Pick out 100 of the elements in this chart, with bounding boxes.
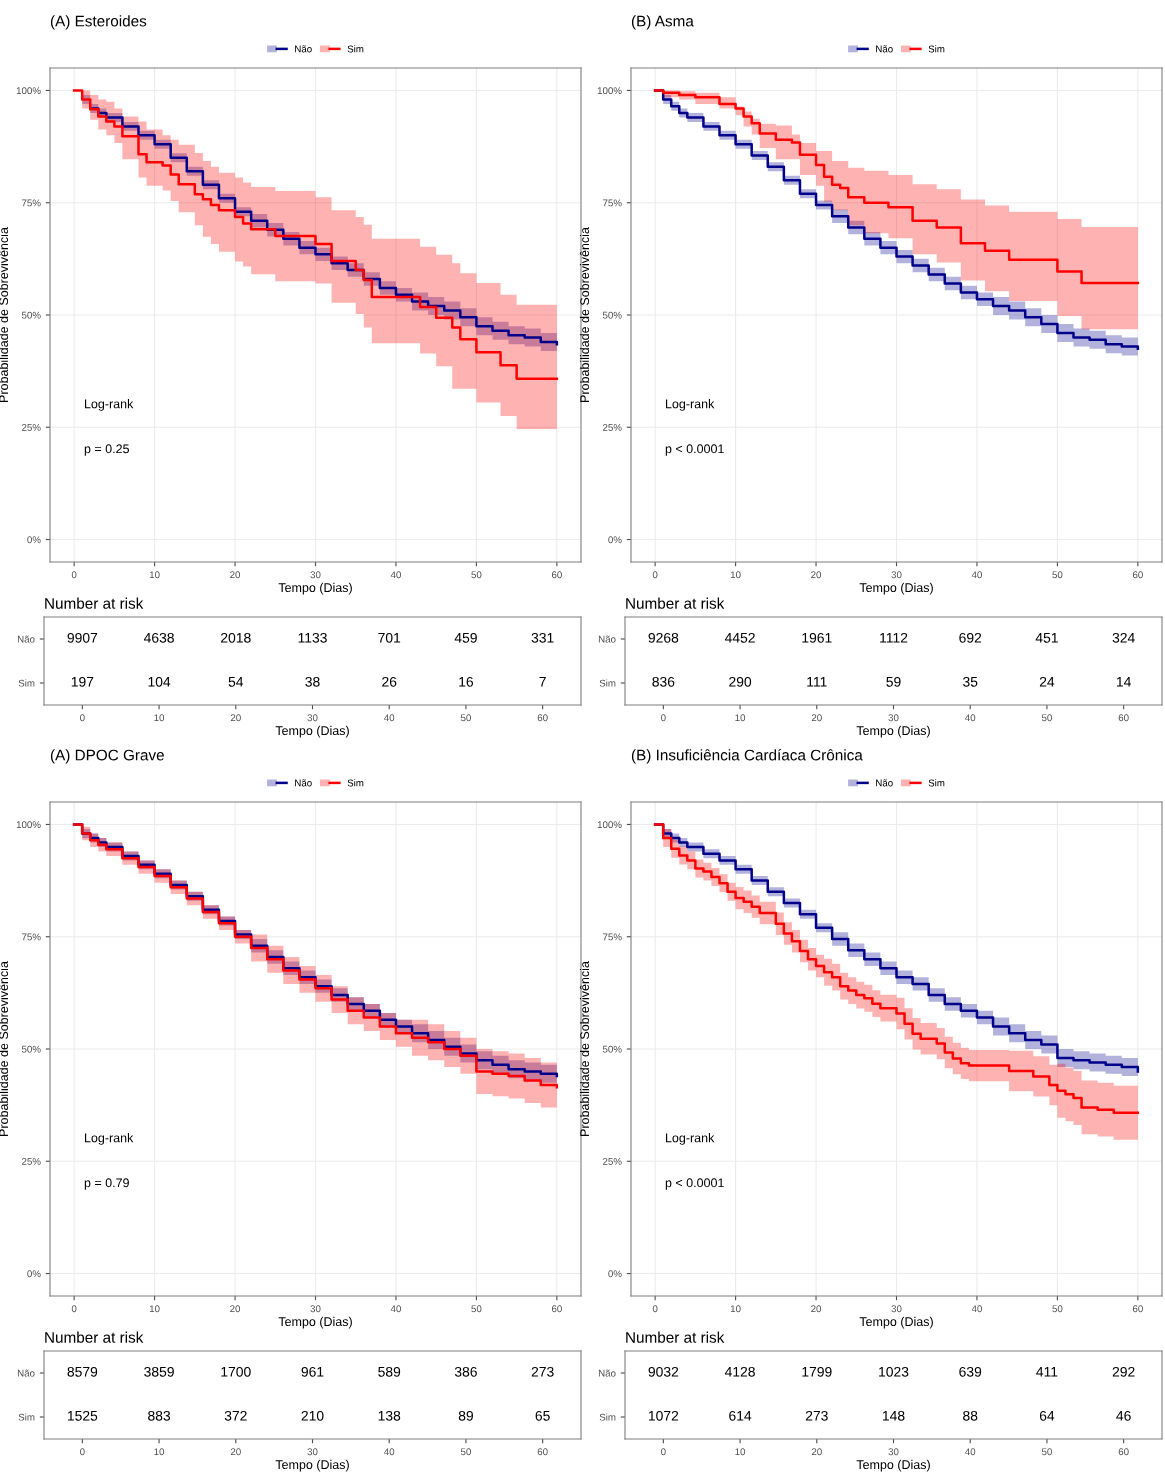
data-label: 24 [1039,676,1055,687]
data-label: 639 [959,1366,982,1377]
y-axis-title: Probabilidade de Sobrevivência [579,227,590,402]
x-axis-title: Tempo (Dias) [275,1459,349,1472]
x-tick-label: 20 [230,1448,241,1456]
x-tick-label: 30 [891,571,902,579]
x-tick-label: 20 [811,1305,822,1313]
y-tick-label: 100% [597,821,622,829]
x-tick-label: 50 [460,714,471,722]
annotation: Log-rank [85,1133,134,1145]
y-tick-label: 0% [27,536,41,544]
x-tick-label: 60 [1132,571,1143,579]
x-tick-label: 0 [71,571,77,579]
x-tick-label: 20 [230,1305,241,1313]
data-label: 273 [531,1366,554,1377]
data-label: 961 [301,1366,324,1377]
chart-title: Number at risk [45,1331,144,1343]
data-label: 8579 [67,1366,98,1377]
data-label: 46 [1116,1410,1131,1421]
x-tick-label: 10 [154,714,165,722]
data-label: 1023 [879,1366,909,1377]
data-label: 65 [535,1410,550,1421]
data-label: 16 [459,676,474,687]
data-label: 54 [228,677,244,687]
annotation: Log-rank [85,399,134,411]
y-tick-label: 50% [21,311,41,319]
x-tick-label: 10 [149,1305,160,1313]
x-tick-label: 50 [471,1305,482,1313]
legend-label: Não [295,45,312,53]
y-tick-label: 0% [608,1270,622,1278]
y-tick-label: 0% [608,536,622,544]
x-tick-label: 40 [384,1448,395,1456]
y-tick-label: 25% [22,424,41,431]
x-tick-label: 0 [80,1448,85,1456]
x-tick-label: 50 [1041,1448,1052,1456]
x-tick-label: 10 [730,1305,741,1313]
data-label: 148 [882,1410,905,1421]
y-tick-label: 50% [21,1045,41,1053]
data-label: 104 [148,676,171,687]
data-label: 9268 [648,632,679,643]
data-label: 88 [963,1410,978,1421]
legend-label: Não [295,779,312,787]
legend-label: Sim [347,779,364,787]
x-tick-label: 20 [230,714,241,722]
annotation: p < 0.0001 [665,1178,724,1190]
x-tick-label: 30 [891,1305,902,1313]
data-label: 1072 [648,1410,679,1421]
legend-label: Sim [347,45,364,53]
chart-title: Number at risk [45,597,144,609]
x-tick-label: 0 [652,1305,658,1313]
x-tick-label: 0 [661,714,666,722]
legend-label: Não [876,779,893,787]
data-label: 331 [531,632,554,643]
y-tick-label: Sim [18,679,35,687]
x-tick-label: 30 [888,1448,899,1456]
data-label: 35 [963,676,978,687]
data-label: 9907 [67,632,98,643]
x-axis-title: Tempo (Dias) [859,582,933,595]
chart-title: (A) DPOC Grave [50,749,164,764]
data-label: 111 [807,677,827,687]
x-tick-label: 30 [310,571,321,579]
data-label: 64 [1039,1410,1055,1421]
data-label: 138 [378,1410,401,1421]
x-axis-title: Tempo (Dias) [859,1316,933,1329]
x-tick-label: 40 [971,571,982,579]
x-tick-label: 10 [735,714,746,722]
x-tick-label: 0 [71,1305,77,1313]
data-label: 7 [539,677,546,687]
x-axis-title: Tempo (Dias) [278,1316,352,1329]
data-label: 210 [301,1410,324,1421]
x-axis-title: Tempo (Dias) [856,1459,930,1472]
legend-label: Não [876,45,893,53]
x-tick-label: 60 [551,1305,562,1313]
data-label: 451 [1035,633,1058,643]
x-tick-label: 50 [1052,1305,1063,1313]
annotation: p < 0.0001 [665,444,724,456]
data-label: 26 [382,676,397,687]
chart-title: (B) Insuficiência Cardíaca Crônica [631,749,863,764]
x-tick-label: 50 [1052,571,1063,579]
data-label: 459 [454,632,477,643]
x-tick-label: 30 [307,714,318,722]
data-label: 386 [454,1366,477,1377]
x-tick-label: 10 [730,571,741,579]
y-tick-label: 0% [27,1270,41,1278]
data-label: 89 [458,1410,473,1421]
data-label: 9032 [648,1366,679,1377]
x-tick-label: 20 [811,714,822,722]
data-label: 589 [378,1366,401,1377]
chart-title: (A) Esteroides [50,15,147,30]
data-label: 197 [71,676,94,687]
legend-label: Sim [928,45,945,53]
y-tick-label: 25% [22,1158,41,1165]
x-tick-label: 60 [551,571,562,579]
data-label: 290 [729,676,752,687]
x-tick-label: 50 [460,1448,471,1456]
chart-title: Number at risk [626,597,725,609]
y-tick-label: Sim [18,1413,35,1421]
y-tick-label: 25% [603,1158,622,1165]
y-tick-label: 100% [16,87,41,95]
data-label: 883 [148,1410,171,1421]
